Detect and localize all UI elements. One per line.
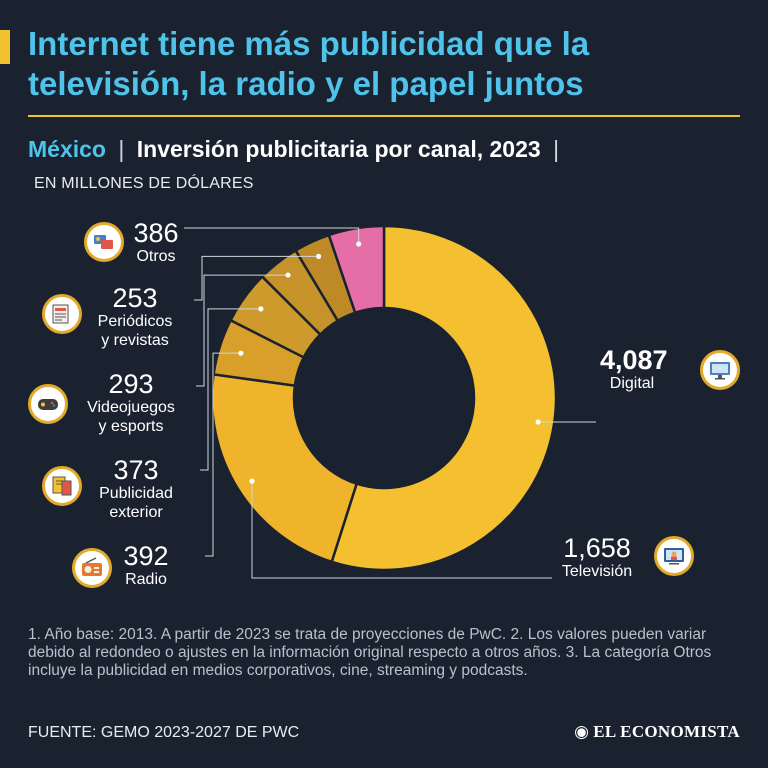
newspaper-icon <box>42 294 82 334</box>
label-otros: 386 Otros <box>128 219 184 266</box>
radio-icon <box>72 548 112 588</box>
label-periodicos: 253 Periódicos y revistas <box>86 284 184 350</box>
leader-line-videojuegos <box>196 274 288 387</box>
leader-dot-radio <box>238 350 244 356</box>
leader-line-radio <box>205 352 241 557</box>
leader-line-television <box>251 481 552 579</box>
label-exterior-name2: exterior <box>109 504 163 521</box>
chart-subtitle: México | Inversión publicitaria por cana… <box>28 136 565 163</box>
title-divider <box>28 115 740 117</box>
leader-dot-digital <box>535 419 541 425</box>
label-otros-name: Otros <box>136 248 176 265</box>
label-digital: 4,087 Digital <box>600 345 668 393</box>
label-videojuegos-value: 293 <box>108 369 154 399</box>
label-television-name: Televisión <box>561 563 633 580</box>
units-label: EN MILLONES DE DÓLARES <box>34 175 254 192</box>
leader-dot-periodicos <box>315 253 322 259</box>
label-exterior: 373 Publicidad exterior <box>88 456 184 522</box>
chart-subtitle-text: Inversión publicitaria por canal, 2023 <box>136 136 541 162</box>
label-exterior-value: 373 <box>113 455 159 485</box>
billboard-icon <box>42 466 82 506</box>
label-periodicos-value: 253 <box>112 283 158 313</box>
label-videojuegos-name1: Videojuegos <box>87 399 175 416</box>
label-periodicos-name1: Periódicos <box>97 313 173 330</box>
label-otros-value: 386 <box>133 218 179 248</box>
brand-name: EL ECONOMISTA <box>593 722 740 741</box>
label-television: 1,658 Televisión <box>554 534 640 581</box>
leader-dot-exterior <box>258 306 264 312</box>
label-radio-name: Radio <box>125 571 167 588</box>
slice-digital <box>330 224 558 572</box>
label-exterior-name1: Publicidad <box>99 485 173 502</box>
footnotes: 1. Año base: 2013. A partir de 2023 se t… <box>28 626 712 679</box>
label-periodicos-name2: y revistas <box>101 332 169 349</box>
label-television-value: 1,658 <box>563 533 631 563</box>
label-digital-value: 4,087 <box>600 345 668 375</box>
title-accent-bar <box>0 30 10 64</box>
leader-dot-videojuegos <box>285 272 291 278</box>
label-radio: 392 Radio <box>118 542 174 589</box>
tv-icon <box>654 536 694 576</box>
page-title: Internet tiene más publicidad que la tel… <box>28 25 590 102</box>
source-label: FUENTE: GEMO 2023-2027 DE PWC <box>28 724 300 741</box>
label-digital-name: Digital <box>609 375 655 392</box>
slice-otros <box>327 224 386 315</box>
leader-dot-otros <box>356 241 362 247</box>
leader-line-periodicos <box>194 255 319 301</box>
computer-icon <box>700 350 740 390</box>
label-videojuegos-name2: y esports <box>98 418 164 435</box>
leader-dot-television <box>249 478 255 484</box>
brand-logo: ◉ EL ECONOMISTA <box>574 722 740 742</box>
label-radio-value: 392 <box>123 541 169 571</box>
subtitle-separator: | <box>118 136 125 162</box>
gamepad-icon <box>28 384 68 424</box>
brand-mark-icon: ◉ <box>574 722 590 741</box>
country-label: México <box>28 136 106 162</box>
leader-line-otros <box>184 227 360 245</box>
media-icon <box>84 222 124 262</box>
label-videojuegos: 293 Videojuegos y esports <box>78 370 184 436</box>
leader-line-exterior <box>200 308 261 471</box>
slice-television <box>210 372 359 564</box>
subtitle-separator-end: | <box>553 136 560 162</box>
